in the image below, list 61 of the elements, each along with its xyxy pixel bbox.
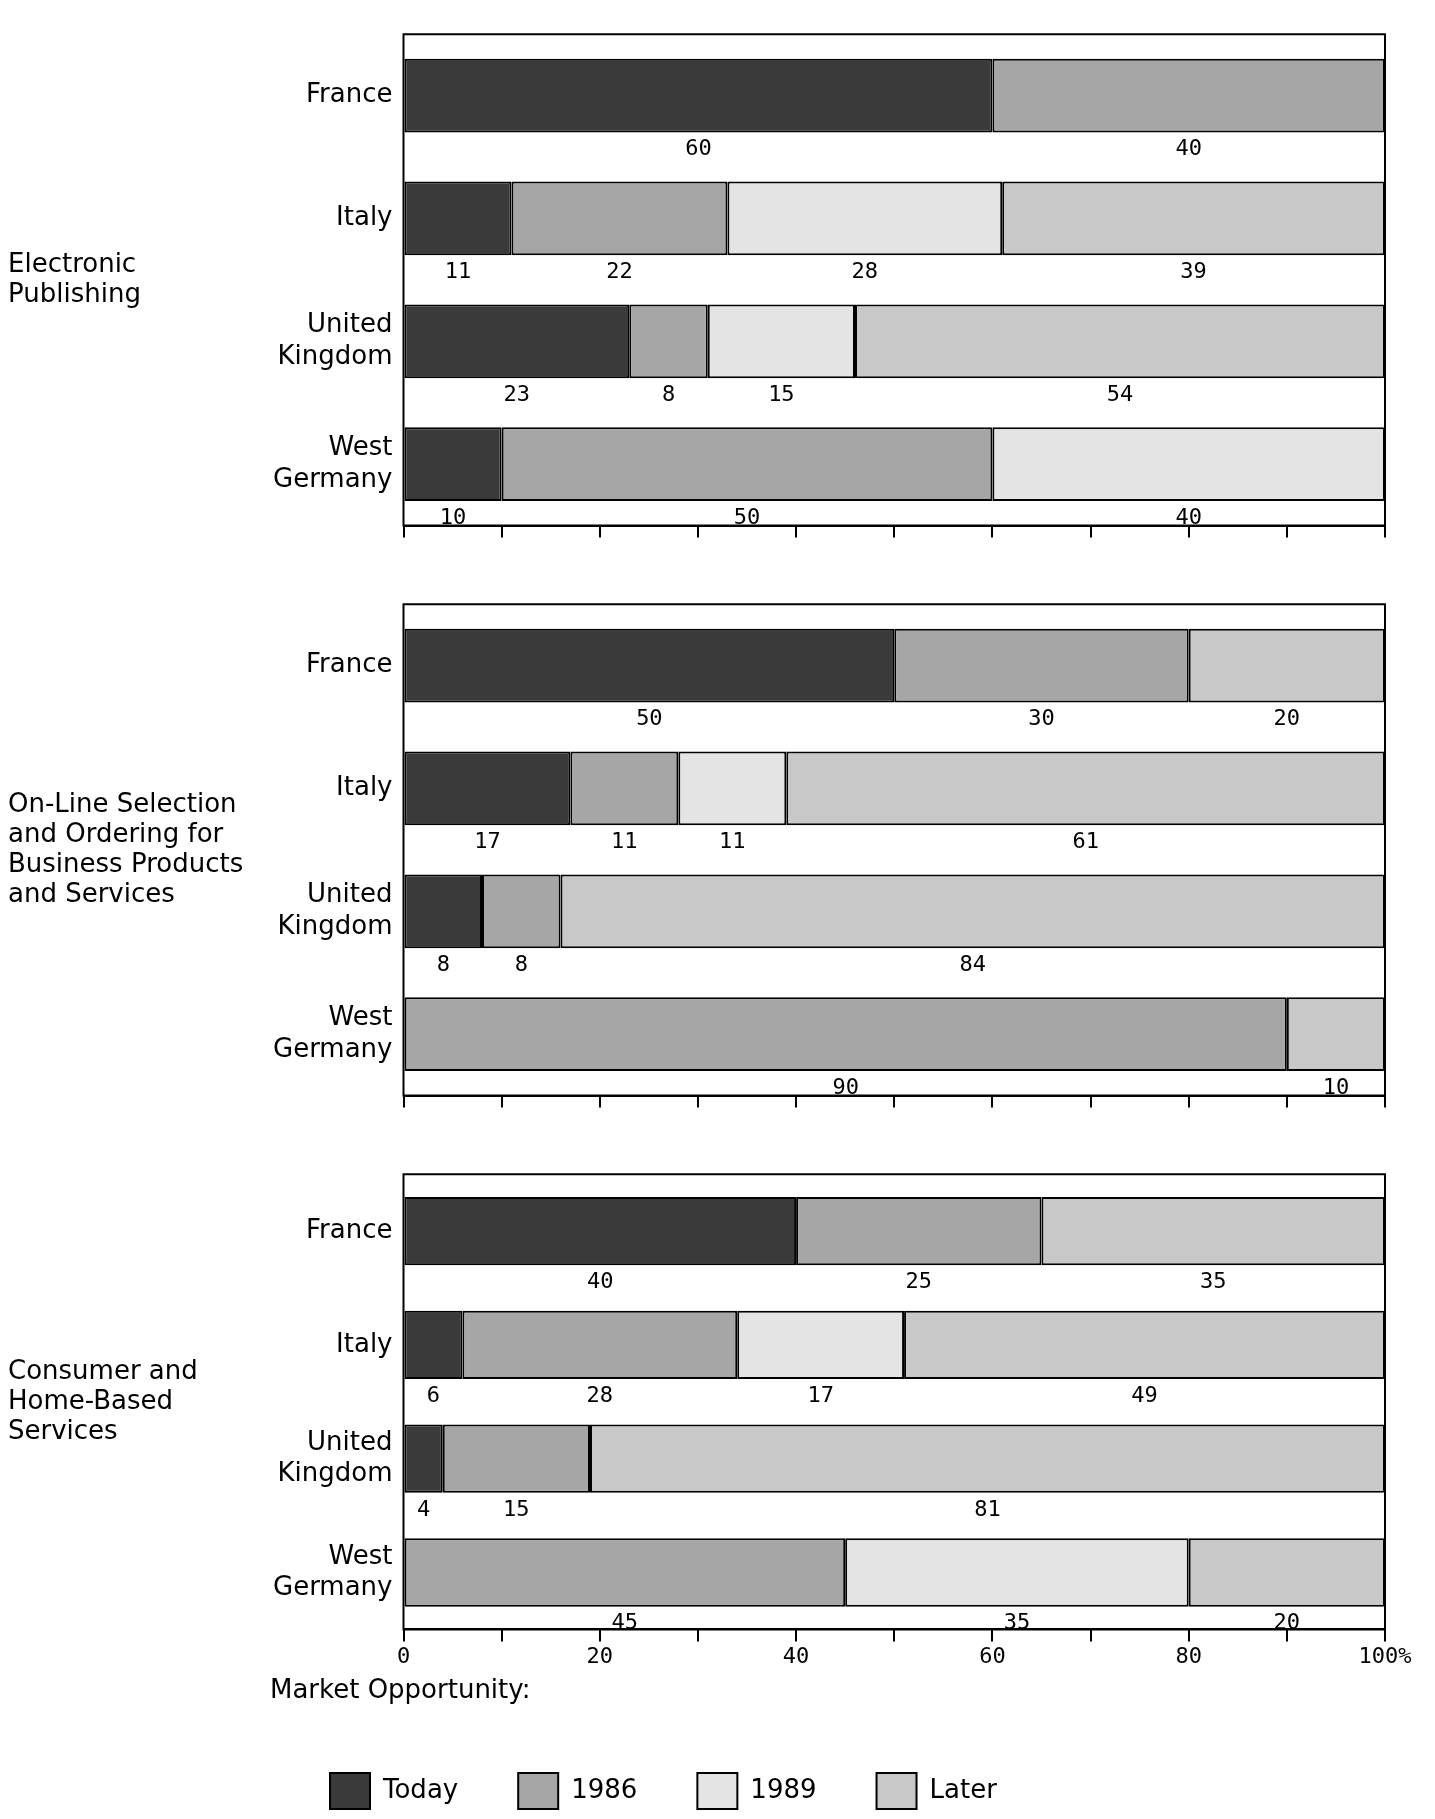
data-label: 8	[514, 950, 528, 976]
data-label: 28	[851, 258, 879, 284]
x-tick-label: 0	[396, 1643, 411, 1669]
data-label: 28	[586, 1381, 614, 1407]
legend-label: Later	[929, 1773, 998, 1804]
data-label: 81	[974, 1495, 1001, 1521]
y-tick-label: United Kingdom	[277, 1425, 393, 1488]
legend-label: Today	[382, 1773, 459, 1804]
y-tick-label: West Germany	[272, 1539, 393, 1601]
data-label: 40	[1175, 503, 1202, 529]
data-label: 8	[436, 950, 450, 976]
data-label: 35	[1199, 1267, 1227, 1293]
legend-title: Market Opportunity:	[270, 1673, 531, 1704]
legend-label: 1986	[571, 1773, 638, 1804]
y-tick-label: Italy	[336, 771, 393, 802]
y-axis-title: On-Line Selection and Ordering for Business Products and Services	[8, 787, 244, 908]
data-label: 8	[661, 380, 676, 406]
data-label: 10	[1322, 1073, 1350, 1099]
data-label: 17	[474, 828, 501, 854]
data-label: 39	[1180, 258, 1207, 284]
y-tick-label: Italy	[336, 201, 393, 232]
data-label: 11	[719, 828, 746, 854]
y-tick-label: West Germany	[272, 1001, 393, 1063]
data-label: 17	[807, 1381, 834, 1407]
x-tick-label: 80	[1175, 1643, 1202, 1669]
data-label: 54	[1106, 380, 1134, 406]
data-label: 40	[1175, 135, 1202, 161]
data-label: 11	[611, 828, 638, 854]
data-label: 15	[768, 380, 795, 406]
data-label: 4	[417, 1495, 431, 1521]
data-label: 50	[733, 503, 761, 529]
x-tick-label: 100%	[1358, 1643, 1412, 1669]
data-label: 22	[606, 258, 633, 284]
y-axis-title: Electronic Publishing	[8, 247, 141, 308]
y-tick-label: France	[306, 648, 393, 679]
data-label: 25	[905, 1267, 933, 1293]
y-tick-label: France	[306, 78, 393, 109]
data-label: 49	[1131, 1381, 1158, 1407]
y-tick-label: West Germany	[272, 431, 393, 493]
x-tick-label: 40	[782, 1643, 810, 1669]
legend-label: 1989	[750, 1773, 817, 1804]
y-tick-label: France	[306, 1213, 393, 1244]
data-label: 60	[685, 135, 712, 161]
data-label: 11	[444, 258, 472, 284]
y-tick-label: United Kingdom	[277, 878, 393, 940]
data-label: 61	[1072, 828, 1099, 854]
data-label: 23	[503, 380, 531, 406]
data-label: 20	[1273, 705, 1301, 731]
data-label: 90	[832, 1073, 859, 1099]
data-label: 30	[1028, 705, 1055, 731]
data-label: 50	[636, 705, 663, 731]
data-label: 84	[959, 950, 987, 976]
y-tick-label: Italy	[336, 1327, 393, 1358]
data-label: 40	[587, 1267, 614, 1293]
y-axis-title: Consumer and Home-Based Services	[8, 1354, 198, 1445]
data-label: 6	[426, 1381, 441, 1407]
x-tick-label: 20	[586, 1643, 614, 1669]
y-tick-label: United Kingdom	[277, 308, 393, 370]
data-label: 10	[439, 503, 467, 529]
x-tick-label: 60	[979, 1643, 1006, 1669]
data-label: 15	[503, 1495, 530, 1521]
